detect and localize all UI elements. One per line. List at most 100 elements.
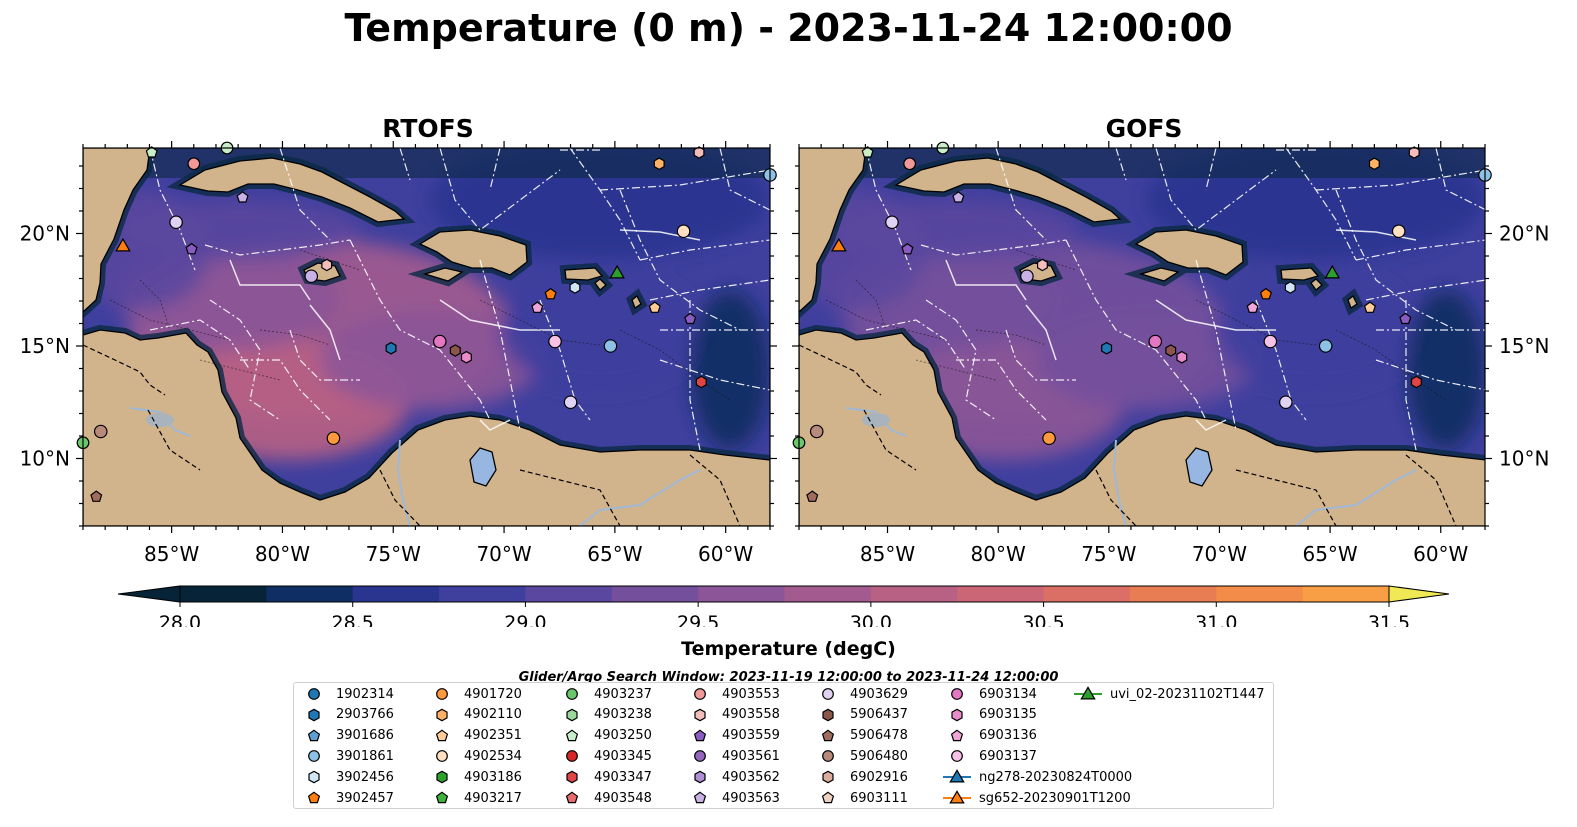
- lat-tick-label: 10°N: [1499, 447, 1549, 471]
- map-frame: [798, 147, 1486, 527]
- eez-boundaries: [865, 148, 1485, 451]
- float-marker: [861, 146, 874, 158]
- float-marker: [449, 344, 461, 357]
- float-marker: [693, 146, 705, 159]
- legend-entry: 4903237: [552, 684, 652, 704]
- legend-marker-icon: [693, 791, 707, 804]
- float-marker: [385, 341, 397, 355]
- float-marker: [563, 395, 578, 410]
- legend-marker-icon: [308, 688, 320, 700]
- colorbar-tick-label: 28.5: [332, 612, 374, 627]
- legend-label: 3901686: [336, 728, 394, 744]
- legend-label: 6903134: [979, 686, 1037, 702]
- legend-hexagon-icon: [436, 708, 448, 722]
- legend-marker-icon: [951, 708, 963, 722]
- legend-marker-icon: [693, 729, 707, 741]
- float-marker: [1318, 339, 1333, 353]
- legend-entry: 4903561: [680, 746, 780, 766]
- legend-label: 4903563: [722, 790, 780, 806]
- float-marker: [1165, 344, 1177, 357]
- float-marker: [1246, 301, 1259, 313]
- float-marker: [653, 157, 665, 171]
- legend-entry: 4903558: [680, 705, 780, 725]
- map-title-gofs: GOFS: [1105, 114, 1183, 143]
- land-masses: [799, 148, 1485, 526]
- legend-entry: uvi_02-20231102T1447: [1068, 684, 1264, 704]
- bathymetry-contours: [825, 249, 1447, 401]
- colorbar-bin: [1043, 586, 1131, 602]
- legend-marker-icon: [565, 729, 579, 741]
- float-marker: [903, 157, 917, 171]
- legend-entry: 5906480: [808, 746, 908, 766]
- bathymetry-contours: [109, 249, 731, 401]
- colorbar-bin: [180, 586, 267, 602]
- colorbar-tick-label: 31.0: [1195, 612, 1237, 627]
- legend-entry: 3901686: [294, 726, 394, 746]
- legend-label: 4903548: [594, 790, 652, 806]
- colorbar-ticks: 28.0 28.5 29.0 29.5 30.0 30.5 31.0 31.5: [159, 602, 1410, 627]
- legend-label: 4903217: [464, 790, 522, 806]
- country-borders: [799, 344, 1457, 526]
- float-marker: [1408, 146, 1420, 159]
- map-ticks: [792, 141, 1492, 533]
- legend-triangle-icon: [1080, 686, 1096, 700]
- legend-marker-icon: [565, 791, 579, 804]
- float-marker: [569, 281, 581, 294]
- legend-marker-icon: [436, 770, 448, 784]
- float-marker: [1284, 281, 1296, 294]
- legend-entry: 4903347: [552, 767, 652, 787]
- legend-circle-icon: [436, 688, 448, 700]
- legend-circle-icon: [436, 750, 448, 763]
- float-marker: [321, 258, 333, 272]
- lon-tick-label: 80°W: [971, 542, 1026, 566]
- float-marker: [460, 350, 472, 364]
- colorbar-label: Temperature (degC): [681, 638, 896, 660]
- lat-tick-label: 10°N: [20, 447, 70, 471]
- search-window-text: Glider/Argo Search Window: 2023-11-19 12…: [518, 670, 1059, 685]
- lat-tick-label: 15°N: [20, 334, 70, 358]
- float-marker: [952, 191, 965, 203]
- colorbar-bin: [870, 586, 958, 602]
- legend-marker-icon: [436, 708, 448, 722]
- legend-marker-icon: [694, 750, 706, 763]
- float-marker: [531, 301, 544, 313]
- float-marker: [1263, 334, 1278, 349]
- float-marker: [115, 237, 131, 252]
- float-markers: [76, 141, 777, 502]
- legend-entry: ng278-20230824T0000: [937, 767, 1132, 787]
- colorbar-bin: [1302, 586, 1390, 602]
- float-marker: [1363, 301, 1377, 313]
- legend-label: 1902314: [336, 686, 394, 702]
- temperature-colorbar: 28.0 28.5 29.0 29.5 30.0 30.5 31.0 31.5: [117, 585, 1450, 627]
- legend-entry: 3902456: [294, 767, 394, 787]
- legend-hexagon-icon: [436, 770, 448, 784]
- legend-marker-icon: [1074, 686, 1102, 700]
- legend-circle-icon: [566, 688, 578, 700]
- legend-entry: 3901861: [294, 746, 394, 766]
- legend-entry: 5906478: [808, 726, 908, 746]
- lat-tick-label: 20°N: [1499, 222, 1549, 246]
- colorbar-tick-label: 30.5: [1022, 612, 1064, 627]
- legend-label: 6903135: [979, 707, 1037, 723]
- lon-tick-label: 60°W: [1413, 542, 1468, 566]
- colorbar-extend-low: [117, 585, 181, 603]
- legend-circle-icon: [308, 750, 320, 763]
- legend-circle-icon: [694, 750, 706, 763]
- colorbar-bin: [698, 586, 785, 602]
- float-marker: [885, 215, 899, 230]
- legend-pentagon-icon: [693, 791, 707, 804]
- legend-marker-icon: [694, 688, 706, 700]
- float-marker: [1148, 334, 1163, 349]
- legend-marker-icon: [566, 688, 578, 700]
- float-marker: [93, 424, 108, 439]
- legend-entry: 6903111: [808, 788, 908, 808]
- legend-label: 4903629: [850, 686, 908, 702]
- legend-hexagon-icon: [694, 770, 706, 784]
- float-marker: [809, 424, 824, 439]
- float-marker: [806, 490, 819, 502]
- legend-marker-icon: [436, 688, 448, 700]
- float-marker: [1324, 264, 1341, 279]
- legend-entry: 4903629: [808, 684, 908, 704]
- lat-tick-label: 15°N: [1499, 334, 1549, 358]
- colorbar-bin: [352, 586, 440, 602]
